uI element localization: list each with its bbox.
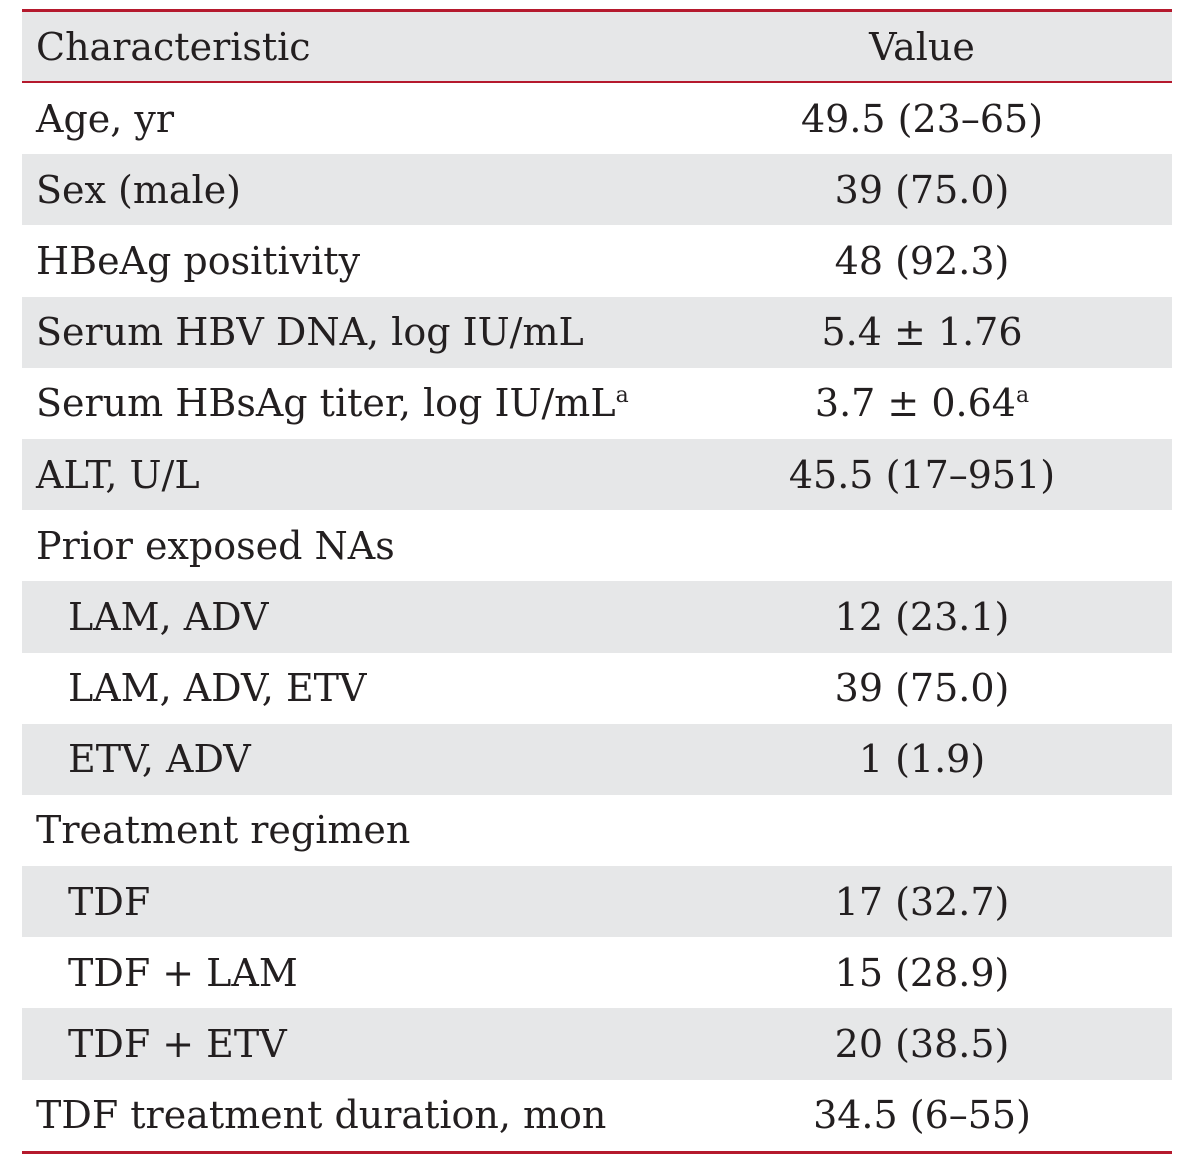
row-value-text: 3.7 ± 0.64 — [814, 381, 1016, 426]
row-value: 17 (32.7) — [672, 883, 1172, 921]
table-row: TDF + ETV 20 (38.5) — [22, 1008, 1172, 1080]
row-value-text: 49.5 (23–65) — [800, 96, 1044, 141]
row-value: 20 (38.5) — [672, 1025, 1172, 1063]
table-row: Prior exposed NAs — [22, 510, 1172, 581]
row-value: 1 (1.9) — [672, 740, 1172, 778]
row-value-text: 48 (92.3) — [834, 238, 1010, 283]
row-label: Serum HBV DNA, log IU/mL — [22, 313, 672, 351]
row-label-text: Sex (male) — [36, 167, 242, 212]
table-row: TDF treatment duration, mon 34.5 (6–55) — [22, 1080, 1172, 1151]
row-label: Sex (male) — [22, 171, 672, 209]
header-value: Value — [869, 24, 975, 69]
table-row: Serum HBV DNA, log IU/mL 5.4 ± 1.76 — [22, 296, 1172, 368]
top-rule — [22, 9, 1172, 12]
row-label: LAM, ADV, ETV — [22, 669, 672, 707]
row-value: 15 (28.9) — [672, 954, 1172, 992]
characteristics-table: Characteristic Value Age, yr 49.5 (23–65)… — [22, 9, 1172, 1154]
row-label: HBeAg positivity — [22, 242, 672, 280]
row-label-text: HBeAg positivity — [36, 238, 361, 283]
row-label-text: Age, yr — [36, 96, 175, 141]
row-label-text: TDF + LAM — [68, 950, 298, 995]
table-row: HBeAg positivity 48 (92.3) — [22, 225, 1172, 296]
row-label-text: Prior exposed NAs — [36, 523, 395, 568]
row-label: TDF — [22, 883, 672, 921]
header-characteristic: Characteristic — [36, 24, 311, 69]
row-value-text: 20 (38.5) — [834, 1022, 1010, 1067]
footnote-marker: a — [615, 383, 629, 409]
row-value: 45.5 (17–951) — [672, 456, 1172, 494]
row-value-text: 12 (23.1) — [834, 594, 1010, 639]
table-row: Sex (male) 39 (75.0) — [22, 154, 1172, 226]
table-row: ETV, ADV 1 (1.9) — [22, 723, 1172, 795]
row-value-text: 15 (28.9) — [834, 950, 1010, 995]
row-label: TDF + LAM — [22, 954, 672, 992]
table-row: LAM, ADV, ETV 39 (75.0) — [22, 653, 1172, 724]
row-value-text: 1 (1.9) — [858, 737, 986, 782]
table-row: Serum HBsAg titer, log IU/mLa 3.7 ± 0.64a — [22, 368, 1172, 439]
row-value: 12 (23.1) — [672, 598, 1172, 636]
row-label-text: TDF — [68, 879, 151, 924]
row-label-text: ALT, U/L — [36, 452, 200, 497]
row-label: Treatment regimen — [22, 811, 672, 849]
table-row: TDF 17 (32.7) — [22, 866, 1172, 938]
row-label: Serum HBsAg titer, log IU/mLa — [22, 384, 672, 422]
row-label-text: TDF treatment duration, mon — [36, 1093, 607, 1138]
row-label-text: LAM, ADV — [68, 594, 269, 639]
row-value-text: 5.4 ± 1.76 — [821, 310, 1023, 355]
row-value-text: 17 (32.7) — [834, 879, 1010, 924]
table-row: LAM, ADV 12 (23.1) — [22, 581, 1172, 653]
row-label: Age, yr — [22, 100, 672, 138]
row-value: 48 (92.3) — [672, 242, 1172, 280]
row-value-text: 39 (75.0) — [834, 666, 1010, 711]
table-row: Age, yr 49.5 (23–65) — [22, 83, 1172, 154]
row-label: LAM, ADV — [22, 598, 672, 636]
row-value-text: 39 (75.0) — [834, 167, 1010, 212]
row-value: 34.5 (6–55) — [672, 1096, 1172, 1134]
row-label: Prior exposed NAs — [22, 527, 672, 565]
row-value: 3.7 ± 0.64a — [672, 384, 1172, 422]
row-label: ALT, U/L — [22, 456, 672, 494]
row-value: 49.5 (23–65) — [672, 100, 1172, 138]
row-label-text: Treatment regimen — [36, 808, 411, 853]
row-value-text: 45.5 (17–951) — [788, 452, 1056, 497]
table-row: ALT, U/L 45.5 (17–951) — [22, 438, 1172, 511]
row-label-text: LAM, ADV, ETV — [68, 666, 367, 711]
table-header: Characteristic Value — [22, 12, 1172, 81]
row-value: 39 (75.0) — [672, 669, 1172, 707]
header-rule — [22, 81, 1172, 83]
footnote-marker: a — [1015, 383, 1030, 409]
row-label-text: TDF + ETV — [68, 1022, 287, 1067]
row-label: ETV, ADV — [22, 740, 672, 778]
row-value: 5.4 ± 1.76 — [672, 313, 1172, 351]
table-body: Age, yr 49.5 (23–65) Sex (male) 39 (75.0) HB… — [22, 83, 1172, 1151]
row-label-text: ETV, ADV — [68, 737, 251, 782]
row-label: TDF treatment duration, mon — [22, 1096, 672, 1134]
row-value: 39 (75.0) — [672, 171, 1172, 209]
row-label-text: Serum HBV DNA, log IU/mL — [36, 310, 584, 355]
bottom-rule — [22, 1150, 1172, 1154]
row-label: TDF + ETV — [22, 1025, 672, 1063]
table-row: TDF + LAM 15 (28.9) — [22, 937, 1172, 1008]
row-label-text: Serum HBsAg titer, log IU/mL — [36, 381, 616, 426]
row-value-text: 34.5 (6–55) — [813, 1093, 1031, 1138]
table-row: Treatment regimen — [22, 795, 1172, 866]
